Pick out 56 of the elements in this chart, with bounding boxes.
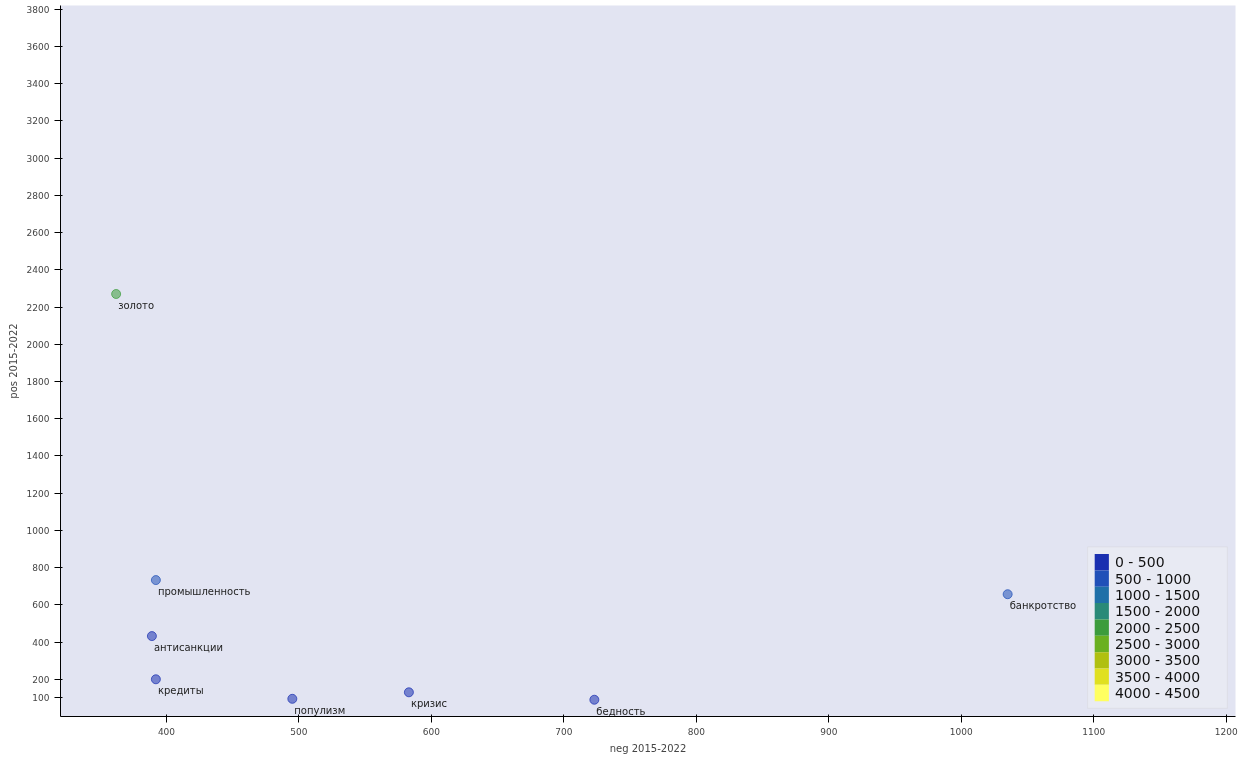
y-tick-label: 2400: [26, 265, 50, 276]
data-label: кредиты: [157, 685, 204, 697]
data-label: популизм: [294, 704, 346, 716]
data-label: промышленность: [157, 586, 251, 598]
data-label: банкротство: [1009, 600, 1077, 612]
point: [150, 575, 161, 586]
y-tick-label: 3600: [26, 41, 50, 52]
y-tick-label: 100: [32, 693, 50, 704]
y-tick-label: 600: [32, 600, 50, 611]
y-tick-label: 800: [32, 563, 50, 574]
data-label: золото: [118, 299, 155, 311]
point: [146, 631, 157, 642]
y-tick-label: 1600: [26, 414, 50, 425]
point: [1002, 589, 1013, 600]
x-tick-label: 1200: [1214, 726, 1238, 737]
y-tick-label: 3400: [26, 79, 50, 90]
x-tick-label: 600: [422, 726, 441, 737]
y-tick-label: 1800: [26, 376, 50, 387]
legend-label: 2500 - 3000: [1114, 635, 1201, 652]
y-tick-label: 3000: [26, 153, 50, 164]
point: [589, 694, 600, 705]
x-tick-label: 1000: [949, 726, 974, 737]
data-label: антисанкции: [153, 642, 223, 654]
x-tick-label: 400: [157, 726, 176, 737]
legend-label: 4000 - 4500: [1114, 685, 1201, 701]
y-tick-label: 400: [32, 637, 50, 648]
y-tick-label: 1400: [26, 451, 50, 462]
y-tick-label: 3200: [26, 116, 50, 127]
x-tick-label: 800: [687, 726, 706, 737]
x-tick-label: 700: [555, 726, 573, 737]
legend-label: 1500 - 2000: [1114, 603, 1201, 620]
legend-label: 1000 - 1500: [1114, 586, 1201, 603]
data-label: бедность: [596, 705, 646, 717]
x-axis-title: neg 2015-2022: [609, 742, 687, 754]
point: [111, 289, 122, 299]
legend-label: 2000 - 2500: [1114, 619, 1201, 636]
x-tick-label: 500: [290, 726, 308, 737]
y-tick-label: 2600: [26, 228, 50, 239]
point: [150, 674, 161, 685]
y-tick-label: 1000: [26, 525, 50, 536]
y-axis-title: pos 2015-2022: [7, 323, 19, 399]
data-label: кризис: [410, 698, 448, 710]
y-tick-label: 2000: [26, 339, 50, 350]
x-tick-label: 1100: [1082, 726, 1106, 737]
legend-label: 3500 - 4000: [1114, 668, 1201, 685]
point: [403, 687, 414, 698]
y-tick-label: 200: [32, 674, 50, 685]
point: [287, 693, 298, 704]
y-tick-label: 2200: [26, 302, 50, 313]
legend-label: 0 - 500: [1114, 554, 1165, 571]
y-tick-label: 1200: [26, 488, 50, 499]
legend-label: 3000 - 3500: [1114, 652, 1201, 669]
x-tick-label: 900: [820, 726, 838, 737]
y-tick-label: 2800: [26, 190, 50, 201]
y-tick-label: 3800: [26, 4, 50, 15]
legend-label: 500 - 1000: [1114, 570, 1192, 587]
